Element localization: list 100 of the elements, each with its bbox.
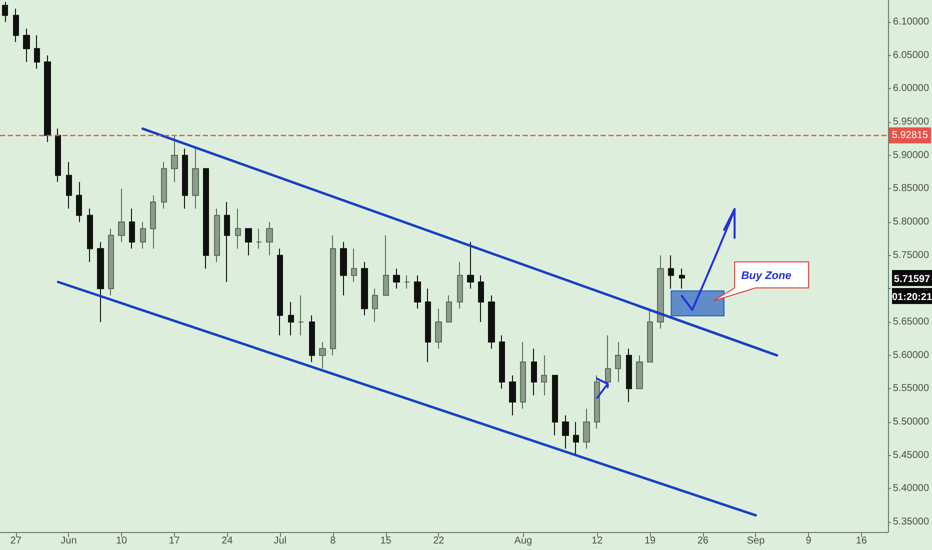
- candlestick: [414, 274, 421, 310]
- y-tick-label: 5.65000: [892, 316, 930, 328]
- candlestick: [309, 314, 315, 362]
- candlestick: [657, 254, 664, 330]
- candlestick: [13, 8, 19, 42]
- y-tick-label: 5.95000: [892, 116, 930, 128]
- candlestick: [150, 194, 156, 250]
- candlestick: [383, 234, 389, 296]
- candlestick: [330, 234, 336, 356]
- candlestick: [457, 262, 463, 310]
- y-tick-label: 5.60000: [892, 350, 930, 361]
- candlestick: [573, 422, 579, 456]
- candlestick: [679, 268, 685, 290]
- y-tick-label: 5.40000: [892, 483, 930, 494]
- candlestick: [393, 268, 400, 290]
- candlestick: [615, 342, 621, 382]
- candlestick: [161, 162, 167, 210]
- candlestick: [552, 374, 558, 436]
- x-tick-label: 9: [806, 536, 812, 546]
- x-tick-label: 22: [433, 536, 445, 546]
- y-tick-label: 5.85000: [892, 183, 930, 194]
- candlestick: [467, 242, 474, 290]
- candlestick: [140, 222, 146, 250]
- candlestick: [55, 128, 61, 182]
- candlestick: [97, 242, 104, 322]
- candlestick: [636, 354, 643, 390]
- ref-line-label: 5.92815: [892, 130, 928, 141]
- text: 01:20:21: [892, 292, 932, 304]
- candlestick: [340, 242, 347, 296]
- y-tick-label: 6.05000: [892, 50, 930, 61]
- candlestick: [182, 148, 188, 210]
- x-tick-label: Sep: [746, 536, 766, 546]
- candlestick: [224, 202, 230, 282]
- candlestick: [76, 182, 82, 222]
- candlestick: [499, 334, 505, 390]
- candlestick: [488, 294, 495, 350]
- x-tick-label: 24: [222, 536, 234, 546]
- x-tick-label: 12: [592, 536, 604, 546]
- candlestick: [446, 294, 452, 322]
- x-tick-label: Jul: [274, 536, 286, 546]
- candlestick: [541, 354, 547, 396]
- x-tick-label: 16: [856, 536, 868, 546]
- candlestick: [171, 134, 178, 182]
- candlestick: [372, 288, 378, 322]
- candlestick: [235, 208, 241, 250]
- y-tick-label: 5.35000: [892, 516, 930, 528]
- candlestick: [288, 302, 294, 336]
- text: 5.71597: [894, 274, 931, 286]
- candlestick: [478, 274, 484, 322]
- candlestick: [2, 2, 8, 22]
- candlestick: [520, 342, 526, 410]
- candlestick: [214, 208, 220, 262]
- candlestick: [277, 248, 283, 336]
- candlestick: [435, 308, 442, 350]
- candlestick: [404, 274, 410, 290]
- y-tick-label: 5.90000: [892, 150, 930, 161]
- candlestick: [66, 162, 72, 210]
- candlestick: [425, 288, 431, 362]
- candlestick: [361, 262, 368, 316]
- y-tick-label: 5.75000: [892, 250, 930, 261]
- candlestick: [531, 348, 537, 396]
- annotation: Buy Zone: [741, 270, 792, 282]
- x-tick-label: 15: [380, 536, 392, 546]
- candlestick: [647, 308, 653, 362]
- candlestick: [87, 208, 93, 262]
- candlestick: [34, 34, 40, 70]
- candlestick: [245, 228, 252, 256]
- candlestick: [668, 254, 674, 290]
- candlestick: [129, 208, 135, 250]
- candlestick: [118, 188, 125, 242]
- candlestick: [23, 28, 30, 62]
- x-tick-label: 26: [697, 536, 709, 546]
- y-tick-label: 5.55000: [892, 383, 930, 394]
- candlestick: [605, 334, 611, 390]
- y-tick-label: 5.50000: [892, 416, 930, 428]
- x-tick-label: 8: [330, 536, 336, 546]
- candlestick: [319, 342, 326, 370]
- y-tick-label: 6.10000: [892, 16, 930, 28]
- candlestick: [192, 148, 199, 210]
- x-tick-label: 10: [116, 536, 128, 546]
- y-tick-label: 5.80000: [892, 216, 930, 228]
- candlestick: [583, 408, 590, 450]
- x-tick-label: Jun: [60, 536, 77, 546]
- x-tick-label: 17: [168, 536, 180, 546]
- x-tick-label: 27: [10, 536, 22, 546]
- x-tick-label: 19: [644, 536, 656, 546]
- candlestick: [594, 374, 600, 430]
- y-tick-label: 5.45000: [892, 450, 930, 461]
- candlestick: [351, 248, 357, 282]
- candlestick: [108, 228, 114, 296]
- candlestick: [509, 374, 516, 416]
- candlestick: [44, 54, 51, 142]
- candlestick: [203, 168, 209, 270]
- x-tick-label: Aug: [514, 536, 532, 546]
- candlestick: [266, 222, 273, 256]
- candlestick: [626, 348, 632, 402]
- y-tick-label: 6.00000: [892, 83, 930, 94]
- candlestick: [562, 414, 569, 450]
- candlestick: [256, 228, 262, 250]
- candlestick: [298, 294, 304, 336]
